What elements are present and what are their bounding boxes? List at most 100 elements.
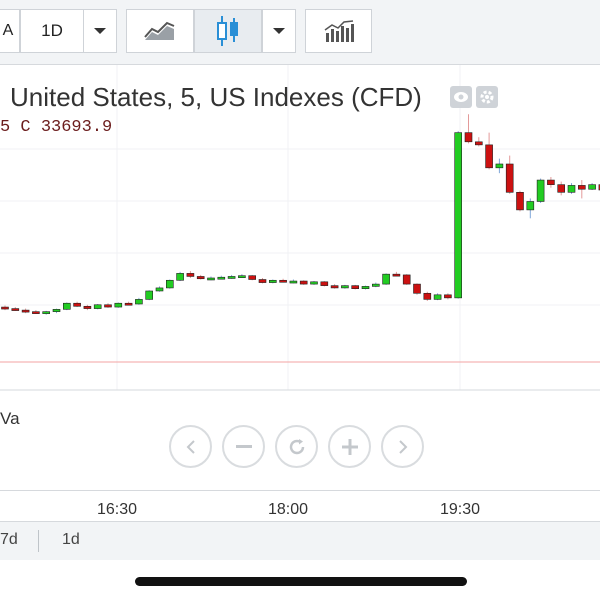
candlestick-chart[interactable] [0, 65, 600, 490]
candle-down[interactable] [258, 279, 267, 283]
indicators-button[interactable] [305, 9, 372, 53]
candlestick-icon [217, 16, 238, 46]
scroll-right-button[interactable] [381, 425, 424, 468]
candle-down[interactable] [351, 285, 360, 289]
candle-up[interactable] [145, 290, 153, 300]
candle-up[interactable] [526, 201, 535, 211]
candle-up[interactable] [238, 275, 246, 278]
range-1d-button[interactable]: 1d [62, 531, 80, 548]
candle-up[interactable] [268, 279, 277, 283]
caret-down-icon [273, 28, 285, 34]
candle-up[interactable] [93, 304, 102, 309]
candle-down[interactable] [413, 283, 421, 294]
reset-button[interactable] [275, 425, 318, 468]
chevron-left-icon [186, 439, 195, 454]
candle-down[interactable] [402, 274, 411, 285]
candle-up[interactable] [371, 283, 380, 287]
candle-up[interactable] [227, 276, 236, 279]
eye-icon[interactable] [450, 86, 472, 108]
range-7d-button[interactable]: 7d [0, 531, 18, 548]
partial-button-label: A [2, 22, 14, 39]
candle-down[interactable] [1, 306, 9, 310]
range-separator [38, 530, 39, 552]
candle-down[interactable] [464, 132, 473, 143]
candle-down[interactable] [557, 184, 566, 193]
candle-up[interactable] [433, 294, 442, 300]
close-label: C [20, 118, 31, 137]
candle-up[interactable] [62, 302, 71, 310]
candle-down[interactable] [577, 185, 586, 190]
chevron-right-icon [398, 439, 407, 454]
candle-down[interactable] [516, 192, 524, 211]
indicator-label: Va [0, 409, 20, 428]
candle-down[interactable] [279, 279, 287, 283]
candle-down[interactable] [124, 302, 133, 306]
refresh-icon [289, 438, 304, 454]
chart-toolbar: A 1D [0, 0, 600, 65]
candle-down[interactable] [186, 273, 195, 277]
candle-down[interactable] [444, 294, 452, 299]
candle-down[interactable] [104, 304, 112, 308]
chart-type-dropdown-button[interactable] [262, 9, 296, 53]
candle-up[interactable] [536, 179, 545, 202]
chart-grid [0, 65, 600, 390]
zoom-in-button[interactable] [328, 425, 371, 468]
scroll-left-button[interactable] [169, 425, 212, 468]
area-chart-icon [144, 21, 175, 40]
chart-title: United States, 5, US Indexes (CFD) [10, 82, 422, 112]
candle-up[interactable] [567, 185, 576, 193]
candle-down[interactable] [83, 305, 92, 309]
plus-icon [341, 438, 358, 455]
candle-up[interactable] [341, 285, 349, 289]
interval-button[interactable]: 1D [20, 9, 84, 53]
candle-up[interactable] [42, 311, 51, 314]
candle-up[interactable] [52, 309, 61, 312]
candle-down[interactable] [423, 292, 432, 300]
candle-down[interactable] [505, 163, 514, 193]
range-bar: 7d 1d [0, 521, 600, 560]
bar-chart-icon [324, 20, 354, 42]
candle-down[interactable] [547, 179, 555, 185]
candles-group [1, 114, 600, 315]
close-value: 33693.9 [40, 118, 113, 137]
title-icons [450, 86, 498, 108]
candle-up[interactable] [310, 281, 318, 285]
candle-up[interactable] [495, 163, 504, 169]
candle-down[interactable] [11, 308, 20, 311]
gear-icon[interactable] [476, 86, 498, 108]
candle-up[interactable] [382, 273, 390, 285]
candle-down[interactable] [320, 281, 329, 286]
zoom-out-button[interactable] [222, 425, 265, 468]
candle-down[interactable] [474, 141, 483, 146]
candle-down[interactable] [21, 309, 30, 313]
candle-down[interactable] [32, 311, 40, 314]
candle-up[interactable] [176, 273, 184, 281]
interval-dropdown-button[interactable] [83, 9, 117, 53]
candle-up[interactable] [217, 276, 226, 280]
candle-up[interactable] [289, 280, 298, 284]
candle-up[interactable] [361, 286, 370, 289]
home-indicator[interactable] [135, 577, 467, 586]
candle-down[interactable] [73, 302, 81, 307]
ohlc-readout: 5 C 33693.9 [0, 118, 112, 137]
candle-down[interactable] [248, 275, 256, 280]
candle-up[interactable] [207, 277, 215, 281]
candle-up[interactable] [155, 287, 164, 292]
candle-up[interactable] [135, 299, 143, 305]
candle-up[interactable] [454, 132, 463, 299]
time-axis: 16:30 18:00 19:30 [0, 490, 600, 521]
chart-area[interactable] [0, 65, 600, 520]
candle-down[interactable] [485, 144, 493, 169]
time-label: 16:30 [96, 501, 138, 518]
candle-down[interactable] [598, 184, 600, 191]
candle-down[interactable] [330, 285, 339, 289]
candle-down[interactable] [196, 276, 205, 280]
candle-up[interactable] [114, 302, 123, 308]
candle-up[interactable] [166, 279, 174, 289]
candle-down[interactable] [299, 280, 308, 285]
candlestick-chart-button[interactable] [194, 9, 262, 53]
candle-up[interactable] [588, 184, 596, 190]
area-chart-button[interactable] [126, 9, 194, 53]
candle-down[interactable] [392, 273, 401, 277]
partial-toolbar-button[interactable]: A [0, 9, 20, 53]
